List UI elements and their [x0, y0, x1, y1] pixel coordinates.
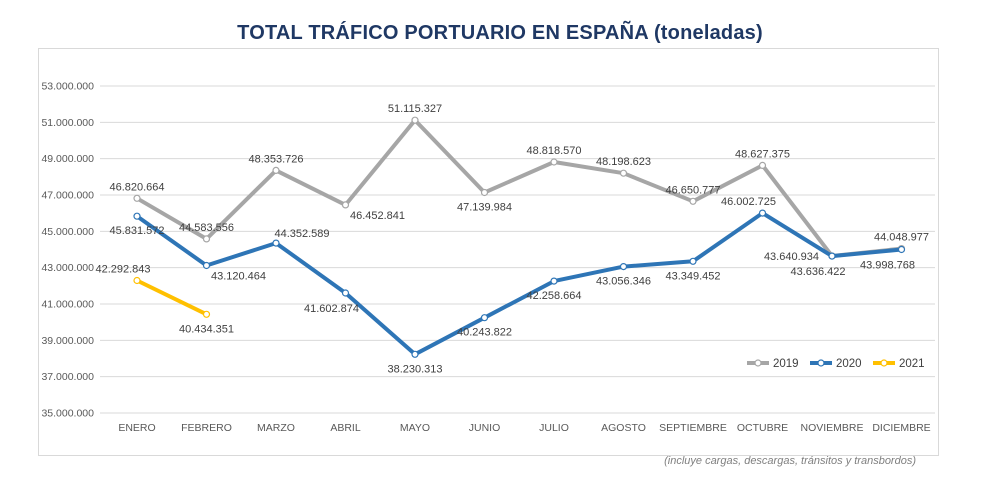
data-label-2021: 42.292.843 [95, 264, 150, 276]
data-point-2019 [133, 194, 141, 202]
y-tick-label: 39.000.000 [41, 335, 94, 347]
x-axis-label: OCTUBRE [737, 422, 788, 434]
data-label-2019: 48.198.623 [596, 156, 651, 168]
chart-legend: 2019 2020 2021 [747, 358, 925, 370]
x-axis-label: DICIEMBRE [872, 422, 930, 434]
data-label-2019: 46.820.664 [109, 181, 164, 193]
data-labels-group: 46.820.664 44.583.556 48.353.726 46.452.841… [95, 103, 929, 375]
y-tick-label: 45.000.000 [41, 226, 94, 238]
x-axis-label: SEPTIEMBRE [659, 422, 727, 434]
data-label-2020: 38.230.313 [387, 363, 442, 375]
data-label-2019: 44.048.977 [874, 232, 929, 244]
data-label-2019: 48.627.375 [735, 148, 790, 160]
data-point-2019 [202, 235, 211, 243]
x-axis-label: MAYO [400, 422, 430, 434]
data-point-2020 [411, 350, 419, 358]
data-point-2021 [202, 310, 211, 318]
y-tick-label: 37.000.000 [41, 371, 94, 383]
data-point-2019 [272, 166, 280, 174]
data-label-2019: 44.583.556 [179, 222, 234, 234]
data-point-2020 [202, 261, 211, 270]
legend-key-marker-2020 [817, 359, 825, 367]
y-tick-label: 41.000.000 [41, 299, 94, 311]
data-point-2019 [758, 161, 767, 169]
data-point-2019 [619, 169, 628, 177]
series-group [133, 116, 906, 358]
data-label-2020: 43.636.422 [790, 266, 845, 278]
data-label-2019: 48.353.726 [248, 153, 303, 165]
data-label-2020: 43.120.464 [211, 271, 266, 283]
data-point-2020 [133, 212, 141, 220]
data-point-2020 [480, 314, 489, 322]
data-point-2020 [897, 245, 906, 254]
data-label-2019: 46.452.841 [350, 210, 405, 222]
data-label-2020: 42.258.664 [526, 290, 581, 302]
data-label-2021: 40.434.351 [179, 323, 234, 335]
data-label-2020: 43.056.346 [596, 276, 651, 288]
data-label-2020: 43.349.452 [665, 270, 720, 282]
data-point-2020 [828, 252, 836, 260]
x-axis-label: ENERO [118, 422, 155, 434]
data-point-2019 [689, 197, 697, 205]
data-label-2020: 41.602.874 [304, 303, 359, 315]
data-label-2020: 44.352.589 [274, 228, 329, 240]
data-point-2021 [133, 276, 141, 285]
data-point-2019 [480, 188, 489, 197]
data-point-2020 [619, 263, 628, 271]
legend-item-2019: 2019 [747, 358, 799, 370]
x-axis-label: ABRIL [330, 422, 361, 434]
y-tick-label: 49.000.000 [41, 153, 94, 165]
legend-item-2021: 2021 [873, 358, 925, 370]
data-label-2019: 43.640.934 [764, 251, 819, 263]
series-line-2021 [135, 278, 209, 317]
x-axis-label: NOVIEMBRE [800, 422, 863, 434]
gridlines-group [100, 85, 935, 414]
data-point-2020 [758, 209, 767, 217]
data-label-2020: 45.831.572 [109, 225, 164, 237]
data-label-2019: 47.139.984 [457, 202, 512, 214]
data-label-2019: 51.115.327 [388, 103, 442, 115]
chart-title: TOTAL TRÁFICO PORTUARIO EN ESPAÑA (tonel… [237, 22, 763, 44]
y-tick-label: 43.000.000 [41, 262, 94, 274]
data-point-2020 [689, 257, 697, 265]
x-axis-label: AGOSTO [601, 422, 646, 434]
legend-label-2021: 2021 [899, 358, 925, 370]
data-label-2019: 46.650.777 [665, 184, 720, 196]
y-tick-label: 51.000.000 [41, 117, 94, 129]
data-point-2019 [411, 116, 419, 124]
data-label-2020: 40.243.822 [457, 327, 512, 339]
legend-item-2020: 2020 [810, 358, 862, 370]
x-axis-label: JUNIO [469, 422, 501, 434]
y-axis-labels-group: 35.000.000 37.000.000 39.000.000 41.000.000… [41, 81, 94, 420]
legend-key-marker-2019 [754, 359, 762, 367]
data-point-2019 [341, 201, 350, 209]
data-point-2020 [341, 289, 350, 297]
data-point-2020 [550, 277, 558, 285]
data-label-2019: 48.818.570 [526, 145, 581, 157]
chart-footnote: (incluye cargas, descargas, tránsitos y … [664, 455, 916, 467]
legend-label-2020: 2020 [836, 358, 862, 370]
y-tick-label: 47.000.000 [41, 190, 94, 202]
data-point-2019 [550, 158, 558, 166]
data-label-2020: 46.002.725 [721, 196, 776, 208]
series-line-2019 [135, 118, 904, 258]
x-axis-label: JULIO [539, 422, 569, 434]
legend-key-marker-2021 [880, 359, 888, 367]
legend-label-2019: 2019 [773, 358, 799, 370]
x-axis-label: MARZO [257, 422, 295, 434]
y-tick-label: 35.000.000 [41, 408, 94, 420]
data-point-2020 [272, 239, 280, 247]
x-axis-labels-group: ENERO FEBRERO MARZO ABRIL MAYO JUNIO JULIO AGOS… [118, 422, 930, 434]
x-axis-label: FEBRERO [181, 422, 232, 434]
series-line-2020 [135, 211, 904, 357]
y-tick-label: 53.000.000 [41, 81, 94, 93]
data-label-2020: 43.998.768 [860, 260, 915, 272]
